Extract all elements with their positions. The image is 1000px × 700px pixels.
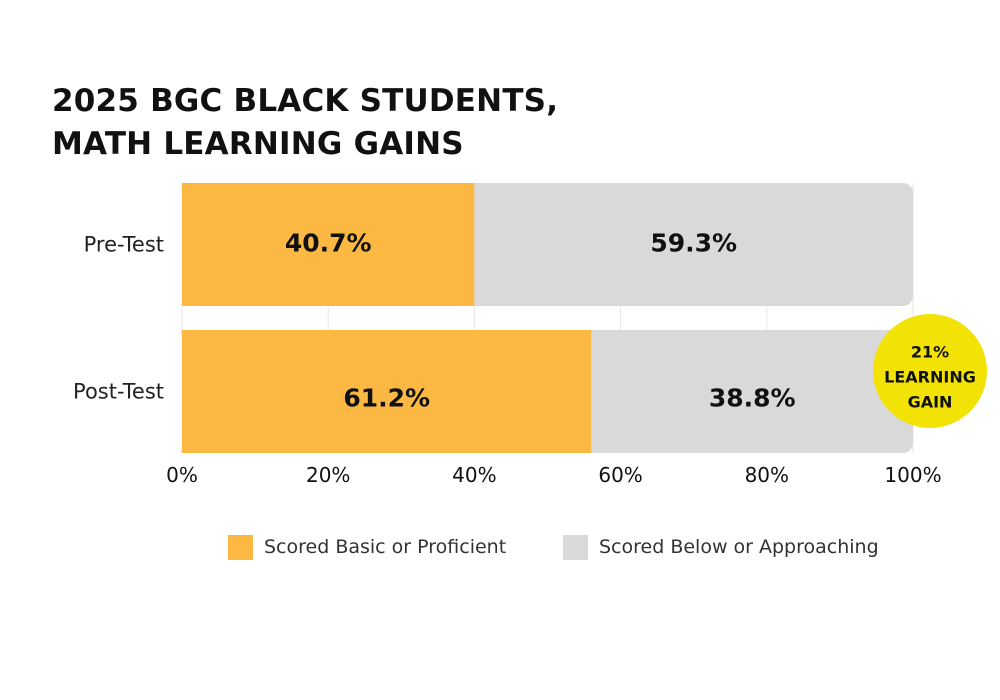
badge-text: LEARNING	[884, 368, 976, 387]
bar-segment	[474, 183, 913, 306]
data-label: 59.3%	[650, 229, 737, 258]
bar-segment	[182, 330, 592, 453]
x-tick-label: 60%	[598, 463, 642, 487]
badge-text: GAIN	[908, 393, 953, 412]
data-label: 38.8%	[709, 384, 796, 413]
bar-layer	[182, 183, 913, 453]
badge-text: 21%	[911, 343, 949, 362]
legend-label-proficient: Scored Basic or Proficient	[264, 536, 507, 558]
legend-item-below: Scored Below or Approaching	[563, 533, 879, 561]
legend-swatch-proficient	[228, 534, 253, 560]
x-tick-label: 20%	[306, 463, 350, 487]
stacked-bar-chart: 40.7% 59.3% 61.2% 38.8% 0% 20% 40% 60% 80% 100% P…	[73, 183, 987, 488]
legend-label-below: Scored Below or Approaching	[599, 536, 879, 558]
y-category-label: Post-Test	[73, 380, 164, 404]
axis-layer: 0% 20% 40% 60% 80% 100% Pre-Test Post-Test	[73, 233, 942, 488]
badge-circle	[873, 314, 987, 428]
x-tick-label: 80%	[745, 463, 789, 487]
chart-title-line-2: MATH LEARNING GAINS	[52, 126, 464, 162]
label-layer: 40.7% 59.3% 61.2% 38.8%	[285, 229, 796, 413]
bar-segment	[182, 183, 475, 306]
x-tick-label: 100%	[884, 463, 941, 487]
x-tick-label: 0%	[166, 463, 198, 487]
data-label: 40.7%	[285, 229, 372, 258]
learning-gain-badge: 21% LEARNING GAIN	[873, 314, 987, 428]
legend-swatch-below	[563, 534, 588, 560]
chart-title-line-1: 2025 BGC BLACK STUDENTS,	[52, 83, 559, 119]
y-category-label: Pre-Test	[84, 233, 164, 257]
data-label: 61.2%	[343, 384, 430, 413]
legend-item-proficient: Scored Basic or Proficient	[228, 533, 506, 561]
x-tick-label: 40%	[452, 463, 496, 487]
chart-title: 2025 BGC BLACK STUDENTS, MATH LEARNING G…	[52, 80, 752, 166]
bar-segment	[591, 330, 913, 453]
